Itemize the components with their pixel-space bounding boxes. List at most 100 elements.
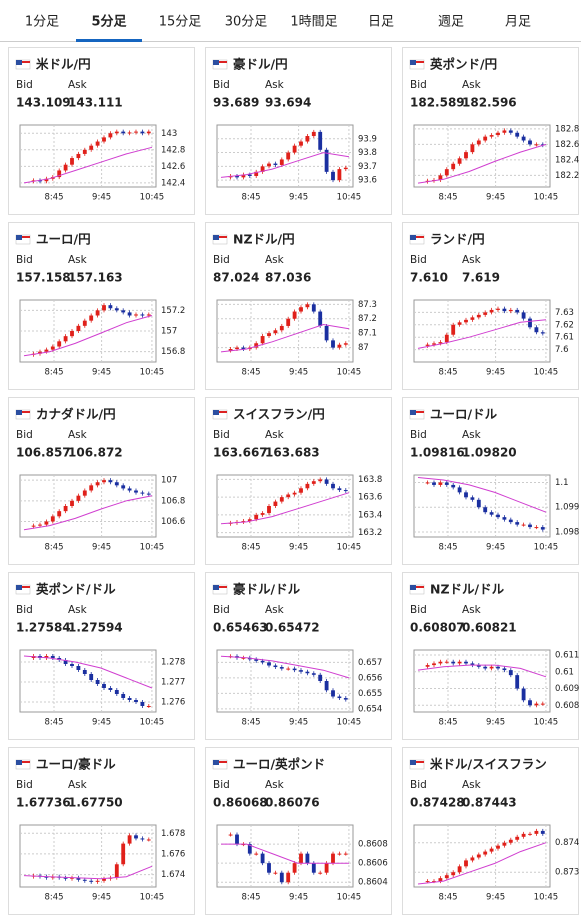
candle bbox=[260, 853, 265, 864]
candle bbox=[521, 136, 526, 141]
candle bbox=[331, 853, 335, 864]
x-tick-label: 8:45 bbox=[241, 718, 260, 728]
y-tick-label: 93.9 bbox=[358, 134, 377, 144]
y-tick-label: 106.8 bbox=[161, 496, 185, 506]
ask-label: Ask bbox=[265, 79, 285, 91]
moving-average bbox=[417, 664, 547, 678]
tab[interactable]: 15分足 bbox=[159, 15, 202, 30]
y-tick-label: 1.674 bbox=[161, 870, 185, 880]
candle bbox=[425, 344, 430, 346]
bid-label: Bid bbox=[16, 79, 33, 91]
tab[interactable]: 週足 bbox=[438, 15, 464, 30]
candle bbox=[299, 853, 303, 864]
candle bbox=[470, 497, 475, 500]
y-tick-label: 0.873 bbox=[555, 868, 579, 878]
tab[interactable]: 1時間足 bbox=[290, 15, 337, 30]
y-tick-label: 87 bbox=[358, 343, 369, 353]
flag bbox=[219, 586, 227, 588]
candle bbox=[95, 482, 100, 486]
candle bbox=[134, 835, 138, 839]
candle bbox=[337, 344, 342, 348]
ask-label: Ask bbox=[265, 604, 285, 616]
x-tick-label: 9:45 bbox=[92, 368, 111, 378]
tab[interactable]: 日足 bbox=[368, 15, 394, 30]
tab[interactable]: 1分足 bbox=[25, 15, 59, 30]
candle bbox=[476, 665, 481, 667]
candle bbox=[311, 304, 316, 312]
ask-label: Ask bbox=[462, 429, 482, 441]
candle bbox=[114, 864, 119, 878]
tab[interactable]: 30分足 bbox=[225, 15, 268, 30]
plot-frame bbox=[216, 649, 354, 713]
bid-label: Bid bbox=[410, 254, 427, 266]
candle bbox=[127, 488, 132, 491]
candle bbox=[457, 158, 462, 164]
candle bbox=[534, 830, 539, 834]
ask-label: Ask bbox=[265, 254, 285, 266]
candle bbox=[82, 490, 87, 496]
x-tick-label: 10:45 bbox=[534, 543, 559, 553]
flag bbox=[213, 410, 219, 415]
candle bbox=[286, 494, 291, 498]
ask-value: 143.111 bbox=[68, 96, 123, 110]
pair-name: 米ドル/円 bbox=[35, 57, 91, 72]
x-tick-label: 10:45 bbox=[534, 718, 559, 728]
candle bbox=[432, 881, 436, 883]
ask-value: 0.65472 bbox=[265, 621, 320, 635]
flag bbox=[16, 585, 22, 590]
moving-average bbox=[23, 315, 153, 357]
candle bbox=[82, 670, 87, 674]
bid-value: 157.158 bbox=[16, 271, 71, 285]
candle bbox=[127, 698, 132, 700]
candle bbox=[337, 169, 342, 181]
y-tick-label: 93.8 bbox=[358, 148, 377, 158]
candle bbox=[102, 480, 106, 483]
y-tick-label: 182.6 bbox=[555, 140, 579, 150]
candle bbox=[247, 844, 252, 854]
candle bbox=[457, 322, 462, 325]
candle bbox=[292, 145, 297, 153]
y-tick-label: 0.609 bbox=[555, 684, 579, 694]
candle bbox=[102, 137, 106, 142]
candle bbox=[134, 314, 138, 316]
plot-frame bbox=[216, 824, 354, 888]
x-tick-label: 8:45 bbox=[44, 718, 63, 728]
candle bbox=[146, 493, 151, 495]
tab[interactable]: 月足 bbox=[505, 15, 531, 30]
ask-label: Ask bbox=[68, 429, 88, 441]
candle bbox=[279, 159, 284, 165]
flag bbox=[219, 761, 227, 763]
x-tick-label: 10:45 bbox=[140, 368, 165, 378]
candle bbox=[254, 171, 259, 176]
tab[interactable]: 5分足 bbox=[91, 14, 127, 30]
y-tick-label: 1.276 bbox=[161, 698, 185, 708]
candle bbox=[89, 315, 94, 321]
candle bbox=[464, 492, 468, 498]
bid-label: Bid bbox=[213, 779, 230, 791]
candle bbox=[102, 684, 106, 688]
flag bbox=[16, 760, 22, 765]
candle bbox=[267, 662, 271, 666]
candle bbox=[70, 500, 74, 506]
y-tick-label: 107 bbox=[161, 476, 177, 486]
candle bbox=[44, 656, 49, 658]
candle bbox=[432, 343, 436, 345]
candle bbox=[254, 659, 259, 661]
candle bbox=[515, 309, 520, 313]
candle bbox=[146, 131, 151, 134]
